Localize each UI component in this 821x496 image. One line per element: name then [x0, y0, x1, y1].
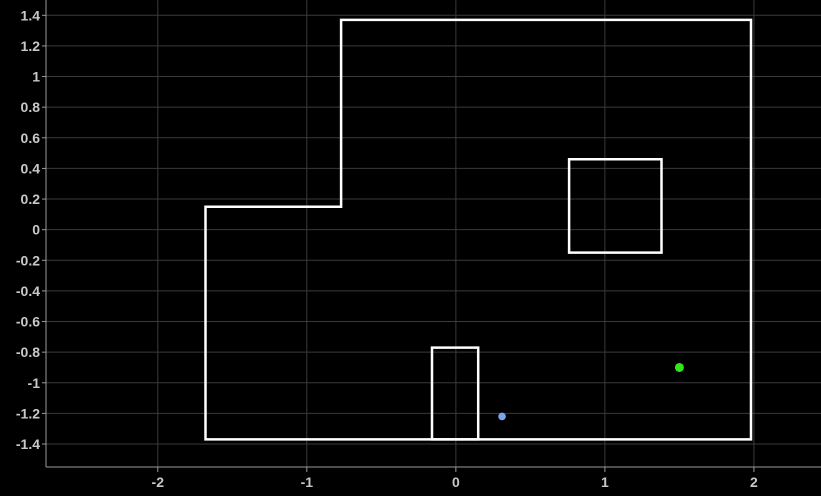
y-tick-label: 0.4 [21, 160, 41, 176]
y-tick-label: 1.4 [21, 7, 41, 23]
grid-lines-x [157, 0, 755, 467]
map-points [498, 362, 684, 421]
grid-lines-y [46, 14, 821, 445]
x-tick-label: 0 [452, 474, 460, 490]
y-tick-label: 0.8 [21, 99, 41, 115]
obstacle-rect [430, 346, 480, 441]
obstacle-square [567, 157, 663, 254]
y-tick-label: -0.4 [16, 283, 40, 299]
outer-boundary [204, 18, 753, 441]
y-tick-label: 1 [32, 69, 40, 85]
map-shapes [204, 18, 753, 441]
y-tick-label: -1 [28, 375, 41, 391]
x-tick-label: 1 [601, 474, 609, 490]
y-tick-label: 0 [32, 222, 40, 238]
x-tick-label: 2 [750, 474, 758, 490]
start-point [498, 412, 506, 421]
y-tick-label: -0.6 [16, 314, 40, 330]
y-tick-label: -1.4 [16, 436, 40, 452]
y-tick-label: -1.2 [16, 405, 40, 421]
x-tick-label: -1 [301, 474, 314, 490]
y-tick-label: -0.8 [16, 344, 40, 360]
x-tick-label: -2 [152, 474, 165, 490]
y-tick-label: -0.2 [16, 252, 40, 268]
y-tick-label: 0.2 [21, 191, 41, 207]
goal-point [674, 362, 684, 372]
axes [42, 0, 821, 472]
y-tick-labels: 1.4 1.2 1 0.8 0.6 0.4 0.2 0 -0.2 -0.4 -0.6 -0.8 -1 -1… [16, 7, 40, 452]
x-tick-labels: -2 -1 0 1 2 [152, 474, 758, 490]
y-tick-label: 0.6 [21, 130, 41, 146]
y-tick-label: 1.2 [21, 38, 41, 54]
